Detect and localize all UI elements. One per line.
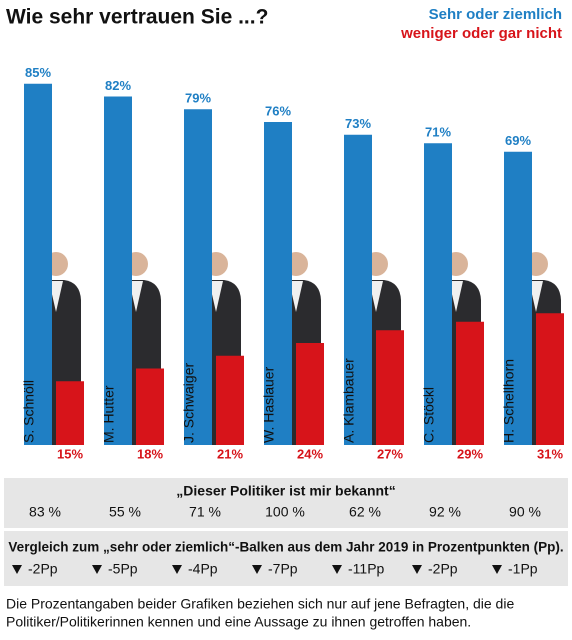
portrait-shirt [209,281,223,312]
comparison-value: -5Pp [108,561,138,577]
bar [424,143,452,445]
known-panel [4,478,568,528]
known-value: 83 % [29,504,61,520]
value-label: 73% [345,116,371,131]
known-title: „Dieser Politiker ist mir bekannt“ [176,483,395,499]
value-label: 69% [505,133,531,148]
value-label: 15% [57,446,83,461]
comparison-value: -2Pp [428,561,458,577]
value-label: 29% [457,446,483,461]
category-label: S. Schnöll [21,380,37,443]
portrait-shirt [529,281,543,312]
category-label: M. Hutter [101,385,117,443]
category-label: H. Schellhorn [501,359,517,443]
known-value: 62 % [349,504,381,520]
down-arrow [12,565,22,574]
bar [104,96,132,445]
bar [504,151,532,445]
portrait-shirt [289,281,303,312]
value-label: 71% [425,125,451,140]
comparison-panel [4,531,568,586]
bar [184,109,212,445]
comparison-value: -11Pp [348,561,385,577]
category-label: A. Klambauer [341,358,357,443]
portrait-shirt [449,281,463,312]
down-arrow [332,565,342,574]
bar [216,355,244,445]
comparison-value: -4Pp [188,561,218,577]
bar [296,343,324,445]
known-value: 92 % [429,504,461,520]
known-value: 100 % [265,504,305,520]
bar [344,134,372,445]
comparison-value: -1Pp [508,561,538,577]
footnote: Die Prozentangaben beider Grafiken bezie… [6,596,514,612]
bar [376,330,404,445]
down-arrow [412,565,422,574]
value-label: 21% [217,446,243,461]
known-value: 55 % [109,504,141,520]
category-label: W. Haslauer [261,366,277,443]
category-label: C. Stöckl [421,387,437,443]
value-label: 31% [537,446,563,461]
category-label: J. Schwaiger [181,363,197,443]
value-label: 18% [137,446,163,461]
down-arrow [92,565,102,574]
value-label: 85% [25,65,51,80]
value-label: 76% [265,103,291,118]
value-label: 27% [377,446,403,461]
footnote: Politiker/Politikerinnen kennen und eine… [6,614,471,630]
down-arrow [252,565,262,574]
bar [456,321,484,445]
bar [264,122,292,445]
comparison-title: Vergleich zum „sehr oder ziemlich“-Balke… [8,540,563,555]
value-label: 79% [185,91,211,106]
portrait-shirt [369,281,383,312]
bar [56,381,84,445]
comparison-value: -7Pp [268,561,298,577]
down-arrow [172,565,182,574]
known-value: 90 % [509,504,541,520]
chart-title: Wie sehr vertrauen Sie ...? [6,6,268,29]
legend-entry: weniger oder gar nicht [400,25,562,42]
bar [136,368,164,445]
portrait-shirt [49,281,63,312]
portrait-shirt [129,281,143,312]
value-label: 82% [105,78,131,93]
down-arrow [492,565,502,574]
value-label: 24% [297,446,323,461]
known-value: 71 % [189,504,221,520]
comparison-value: -2Pp [28,561,58,577]
bar [536,313,564,445]
bar [24,83,52,445]
legend-entry: Sehr oder ziemlich [429,6,562,23]
